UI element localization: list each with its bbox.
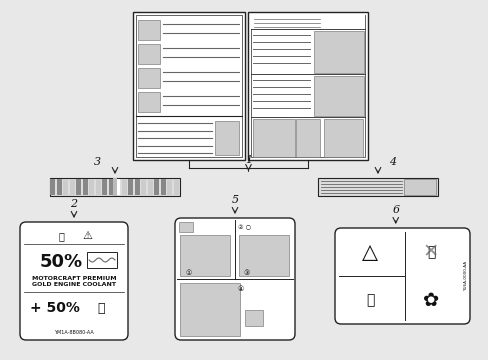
Text: 3: 3	[93, 157, 101, 167]
Bar	[89, 179, 94, 195]
Bar	[215, 121, 239, 155]
FancyBboxPatch shape	[175, 218, 294, 340]
Text: 📕: 📕	[365, 293, 373, 307]
Bar	[102, 179, 107, 195]
Text: ✋: ✋	[426, 245, 434, 259]
Bar	[317, 178, 437, 196]
Bar	[134, 179, 140, 195]
Bar	[138, 68, 160, 88]
Bar	[180, 235, 230, 276]
Bar	[121, 179, 126, 195]
Bar	[323, 119, 363, 157]
Bar	[239, 235, 289, 276]
Bar	[313, 76, 364, 116]
Text: ③: ③	[243, 270, 249, 276]
Bar	[115, 179, 120, 195]
Bar	[63, 179, 68, 195]
Text: △: △	[361, 242, 377, 262]
Bar	[147, 179, 152, 195]
Bar	[295, 119, 319, 157]
Bar	[404, 179, 435, 195]
Bar	[244, 310, 262, 325]
Bar	[154, 179, 159, 195]
Bar	[247, 12, 367, 160]
Bar	[57, 179, 61, 195]
Bar	[133, 12, 244, 160]
Text: 5: 5	[231, 195, 238, 205]
Bar	[95, 179, 101, 195]
Bar	[180, 283, 240, 336]
Bar	[179, 222, 193, 232]
Text: 1: 1	[244, 155, 251, 165]
Bar	[250, 15, 364, 29]
Bar	[69, 179, 75, 195]
Bar	[173, 179, 178, 195]
Bar	[167, 179, 172, 195]
Bar	[141, 179, 146, 195]
Bar	[113, 178, 117, 196]
Text: + 50%: + 50%	[30, 301, 80, 315]
Bar	[76, 179, 81, 195]
Text: 2: 2	[70, 199, 78, 209]
Bar	[87, 252, 117, 268]
Bar	[108, 179, 114, 195]
FancyBboxPatch shape	[334, 228, 469, 324]
FancyBboxPatch shape	[20, 222, 128, 340]
Bar	[136, 15, 242, 157]
Bar	[160, 179, 165, 195]
Bar	[313, 31, 364, 73]
Text: 4: 4	[388, 157, 396, 167]
Text: YM1A-8B080-AA: YM1A-8B080-AA	[54, 329, 94, 334]
Bar	[50, 179, 55, 195]
Text: 📋: 📋	[58, 231, 64, 241]
Text: 6: 6	[391, 205, 399, 215]
Text: ①: ①	[184, 270, 191, 276]
Text: GOLD ENGINE COOLANT: GOLD ENGINE COOLANT	[32, 283, 116, 288]
Text: ② ○: ② ○	[238, 225, 251, 230]
Bar	[138, 92, 160, 112]
Text: ④: ④	[238, 286, 244, 292]
Text: ✕: ✕	[422, 243, 438, 261]
Text: ✿: ✿	[422, 291, 438, 310]
Bar	[128, 179, 133, 195]
Bar	[138, 20, 160, 40]
Text: YU6A-0000-AA: YU6A-0000-AA	[463, 261, 467, 291]
Bar	[82, 179, 87, 195]
Bar	[138, 44, 160, 64]
Text: ⚠: ⚠	[82, 231, 92, 241]
Text: MOTORCRAFT PREMIUM: MOTORCRAFT PREMIUM	[32, 275, 116, 280]
Text: 50%: 50%	[40, 253, 82, 271]
Bar	[252, 119, 294, 157]
Bar	[250, 15, 364, 157]
Bar	[50, 178, 180, 196]
Text: 🚰: 🚰	[97, 302, 104, 315]
